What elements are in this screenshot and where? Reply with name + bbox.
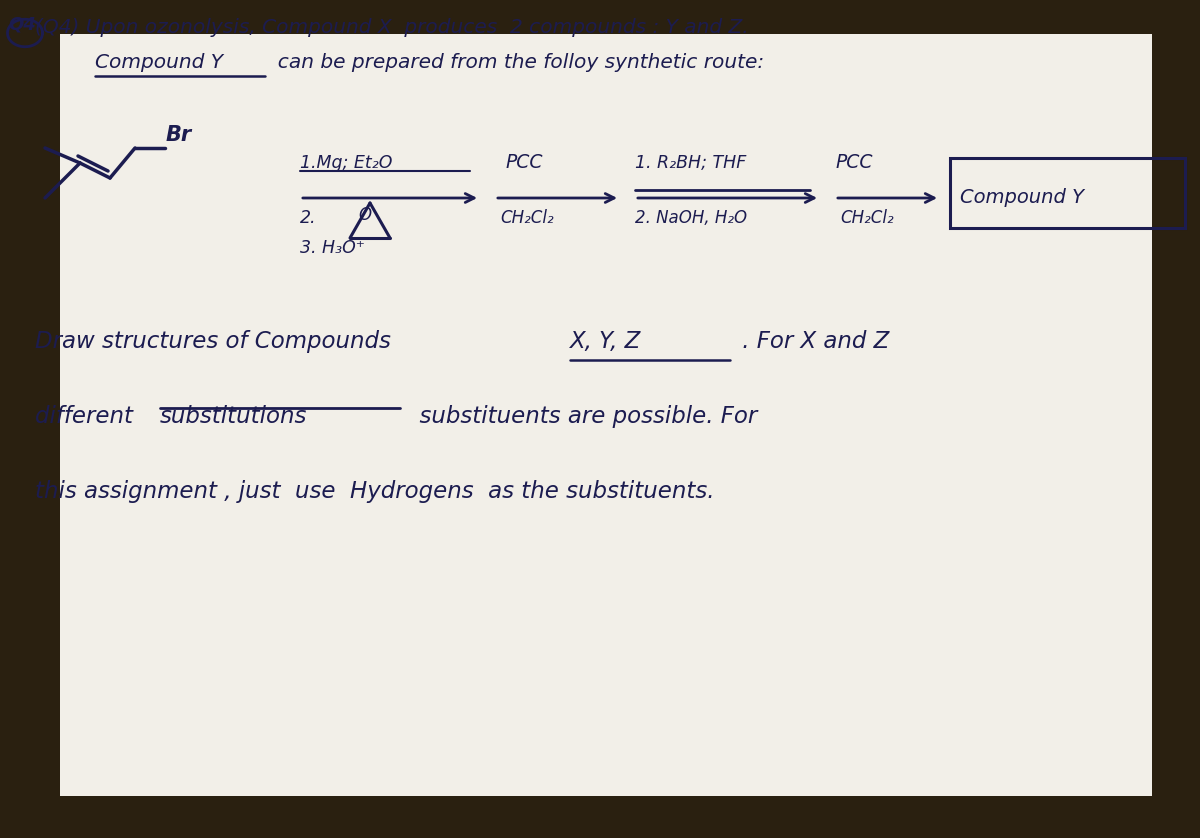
Text: O: O [358, 206, 371, 224]
Text: 1. R₂BH; THF: 1. R₂BH; THF [635, 154, 746, 172]
Text: . For X and Z: . For X and Z [734, 330, 889, 353]
Text: Compound Y: Compound Y [960, 188, 1084, 207]
Text: this assignment , just  use  Hydrogens  as the substituents.: this assignment , just use Hydrogens as … [35, 480, 714, 503]
Text: different: different [35, 405, 148, 428]
Bar [950, 158, 1186, 228]
Text: 2.: 2. [300, 209, 317, 227]
Text: CH₂Cl₂: CH₂Cl₂ [840, 209, 894, 227]
Text: 1.Mg; Et₂O: 1.Mg; Et₂O [300, 154, 392, 172]
Text: can be prepared from the folloy synthetic route:: can be prepared from the folloy syntheti… [265, 53, 764, 72]
Text: substitutions: substitutions [160, 405, 307, 428]
Text: CH₂Cl₂: CH₂Cl₂ [500, 209, 553, 227]
Text: Q4: Q4 [8, 16, 36, 34]
Text: Compound Y: Compound Y [95, 53, 223, 72]
Text: (Q4) Upon ozonolysis, Compound X  produces  2 compounds : Y and Z.: (Q4) Upon ozonolysis, Compound X produce… [35, 18, 749, 37]
Text: PCC: PCC [505, 153, 542, 172]
Text: 3. H₃O⁺: 3. H₃O⁺ [300, 239, 365, 257]
Text: X, Y, Z: X, Y, Z [570, 330, 641, 353]
Text: 2. NaOH, H₂O: 2. NaOH, H₂O [635, 209, 748, 227]
Text: Br: Br [166, 125, 192, 145]
Text: substituents are possible. For: substituents are possible. For [406, 405, 757, 428]
Text: PCC: PCC [835, 153, 872, 172]
Text: Draw structures of Compounds: Draw structures of Compounds [35, 330, 398, 353]
